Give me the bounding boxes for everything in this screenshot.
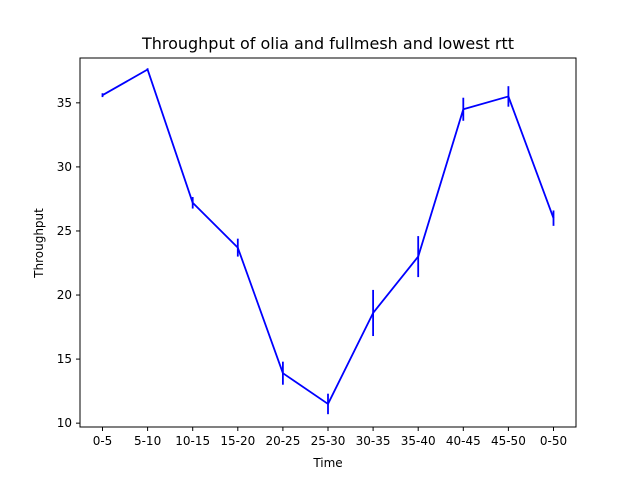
y-tick-label: 15 — [57, 352, 72, 366]
x-tick-label: 45-50 — [491, 434, 526, 448]
x-tick-label: 40-45 — [446, 434, 481, 448]
x-tick-label: 20-25 — [265, 434, 300, 448]
x-tick-label: 0-50 — [540, 434, 567, 448]
x-tick-label: 0-5 — [93, 434, 113, 448]
chart-title: Throughput of olia and fullmesh and lowe… — [141, 34, 514, 53]
x-tick-label: 10-15 — [175, 434, 210, 448]
y-tick-label: 30 — [57, 160, 72, 174]
series-line — [102, 68, 555, 405]
y-tick-label: 35 — [57, 96, 72, 110]
x-axis-label: Time — [312, 456, 342, 470]
x-tick-label: 30-35 — [356, 434, 391, 448]
axes-frame — [79, 57, 577, 428]
y-tick-label: 20 — [57, 288, 72, 302]
x-tick-label: 25-30 — [311, 434, 346, 448]
x-tick-label: 5-10 — [134, 434, 161, 448]
x-tick-label: 35-40 — [401, 434, 436, 448]
y-tick-label: 25 — [57, 224, 72, 238]
x-tick-label: 15-20 — [220, 434, 255, 448]
y-axis-label: Throughput — [32, 208, 46, 279]
plot-area: 0-5 5-10 10-15 15-20 20-25 25-30 30-35 35-40 40-… — [57, 57, 577, 448]
y-tick-label: 10 — [57, 416, 72, 430]
